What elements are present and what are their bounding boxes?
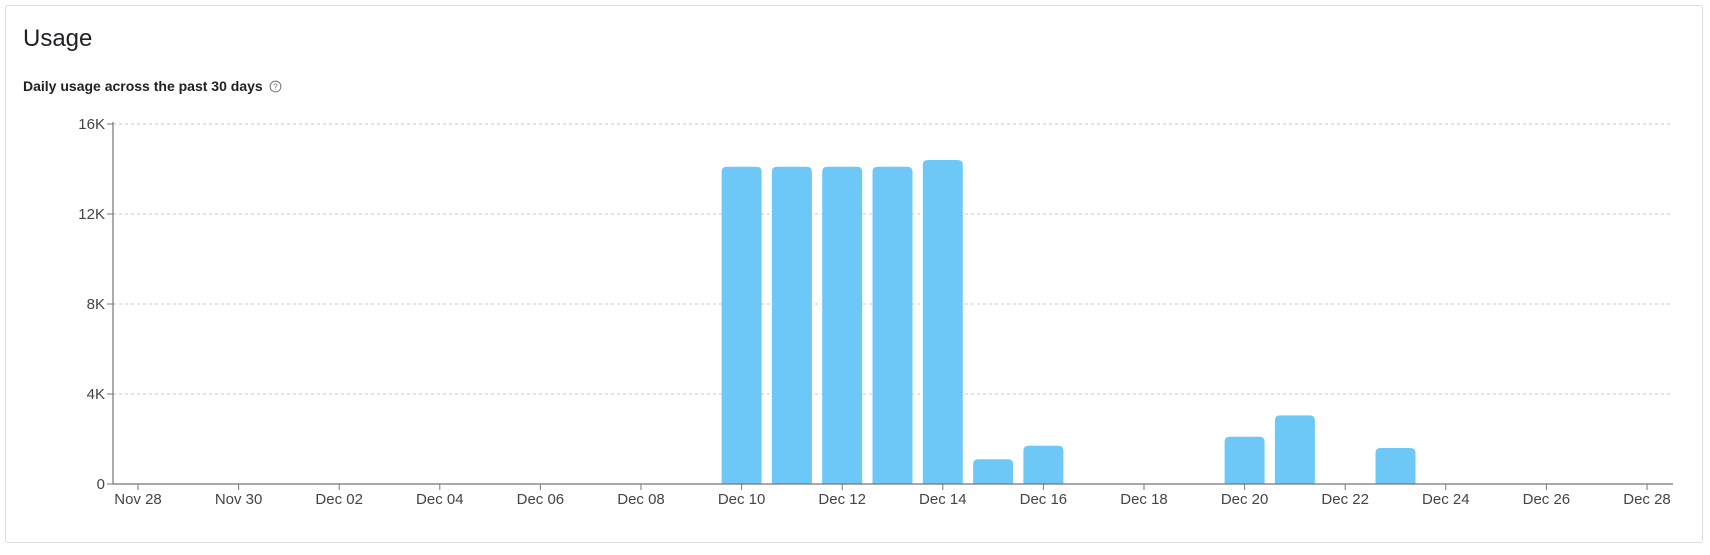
subtitle-row: Daily usage across the past 30 days ? xyxy=(23,79,283,93)
x-tick-label: Dec 16 xyxy=(1020,491,1068,508)
y-tick-labels: 0 4K 8K 12K 16K xyxy=(78,116,105,493)
bar-dec-10[interactable] xyxy=(721,166,762,484)
x-tick-label: Nov 28 xyxy=(114,491,162,508)
x-tick-label: Dec 22 xyxy=(1321,491,1369,508)
x-tick-label: Dec 26 xyxy=(1523,491,1571,508)
x-tick-label: Dec 20 xyxy=(1221,491,1269,508)
chart-subtitle: Daily usage across the past 30 days xyxy=(23,78,263,94)
x-tick-label: Dec 24 xyxy=(1422,491,1470,508)
y-tick-label: 16K xyxy=(78,116,105,133)
y-tick-label: 8K xyxy=(87,296,105,313)
x-tick-label: Dec 12 xyxy=(818,491,866,508)
y-tick-label: 4K xyxy=(87,386,105,403)
x-tick-label: Dec 08 xyxy=(617,491,665,508)
x-tick-label: Dec 14 xyxy=(919,491,967,508)
x-tick-label: Dec 28 xyxy=(1623,491,1671,508)
bar-dec-13[interactable] xyxy=(872,166,913,484)
bar-dec-12[interactable] xyxy=(822,166,863,484)
bar-dec-11[interactable] xyxy=(771,166,812,484)
x-tick-labels: Nov 28 Nov 30 Dec 02 Dec 04 Dec 06 Dec 08 Dec … xyxy=(114,491,1671,508)
x-tick-label: Dec 04 xyxy=(416,491,464,508)
card-title: Usage xyxy=(23,25,93,52)
bar-dec-20[interactable] xyxy=(1224,436,1265,484)
x-tick-label: Dec 06 xyxy=(517,491,565,508)
x-tick-label: Dec 10 xyxy=(718,491,766,508)
x-tick-label: Dec 02 xyxy=(315,491,363,508)
question-circle-icon[interactable]: ? xyxy=(269,79,283,93)
bar-dec-21[interactable] xyxy=(1274,415,1315,484)
bar-dec-14[interactable] xyxy=(922,160,963,484)
bar-dec-15[interactable] xyxy=(973,459,1014,484)
x-tick-label: Nov 30 xyxy=(215,491,263,508)
axes xyxy=(107,122,1673,490)
bar-dec-16[interactable] xyxy=(1023,445,1064,484)
bar-dec-23[interactable] xyxy=(1375,448,1416,484)
y-tick-label: 0 xyxy=(97,476,105,493)
x-tick-label: Dec 18 xyxy=(1120,491,1168,508)
y-tick-label: 12K xyxy=(78,206,105,223)
bars xyxy=(721,160,1416,484)
svg-text:?: ? xyxy=(273,82,278,91)
